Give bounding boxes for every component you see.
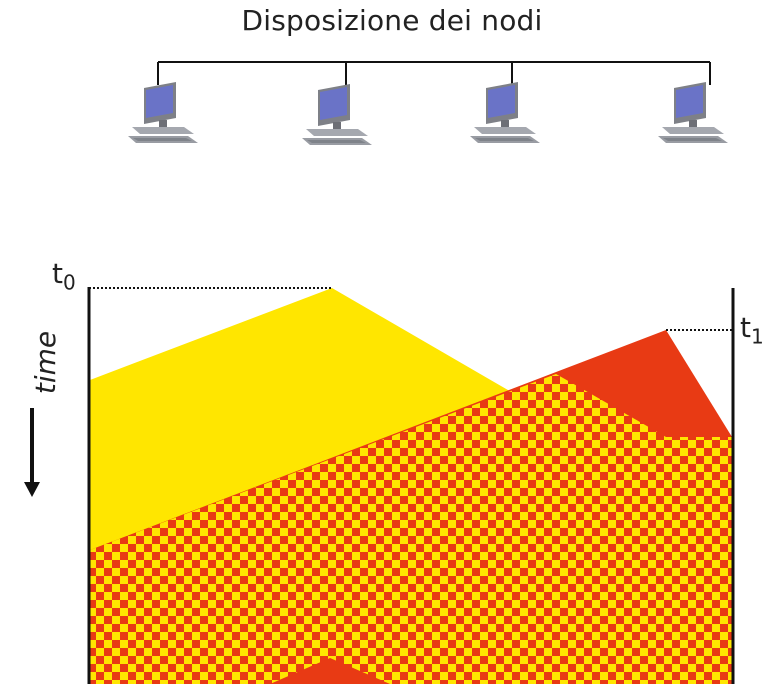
- time-arrow: [24, 408, 40, 497]
- signal-regions: [90, 288, 732, 684]
- t1-subscript: 1: [750, 324, 764, 349]
- network-bus: [157, 61, 711, 85]
- computer-icon-3: [470, 82, 540, 143]
- collision-overlap: [90, 374, 732, 684]
- t1-text: t: [740, 311, 751, 344]
- t1-label: t1: [740, 311, 764, 349]
- bottom-red-wave: [270, 658, 390, 684]
- t0-label: t0: [52, 257, 76, 295]
- t0-subscript: 0: [62, 270, 76, 295]
- computer-icon-4: [658, 82, 728, 143]
- computer-icon-1: [128, 82, 198, 143]
- computer-icon-2: [302, 84, 372, 145]
- arrow-down-icon: [24, 482, 40, 497]
- t0-text: t: [52, 257, 63, 290]
- diagram-title: Disposizione dei nodi: [241, 4, 543, 37]
